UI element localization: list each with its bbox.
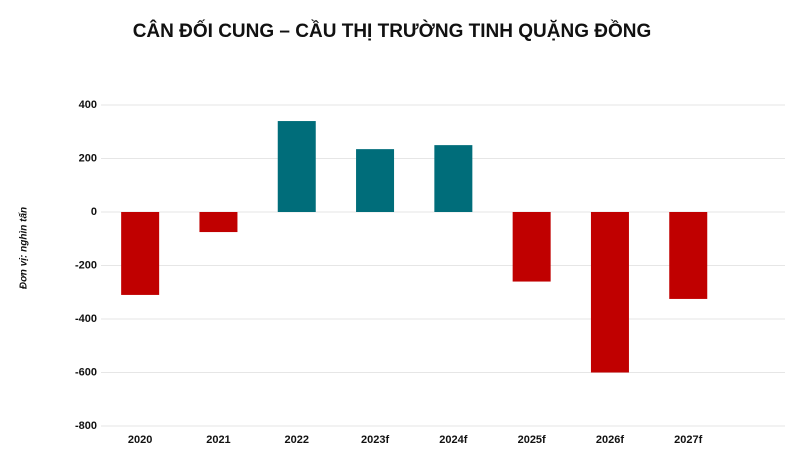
x-tick-label: 2021 [206,434,230,446]
bar [199,212,238,233]
bar [277,121,316,212]
bar [512,212,551,282]
y-tick-label: 400 [79,99,97,111]
y-tick-label: 200 [79,152,97,164]
x-tick-label: 2027f [674,434,702,446]
chart-title: CÂN ĐỐI CUNG – CẦU THỊ TRƯỜNG TINH QUẶNG… [133,20,652,42]
y-tick-label: -400 [75,313,97,325]
bar [590,212,629,373]
y-tick-label: -800 [75,420,97,432]
bar [669,212,708,299]
bar [356,149,395,212]
y-tick-label: -600 [75,366,97,378]
x-tick-label: 2020 [128,434,152,446]
bar [121,212,160,295]
x-tick-label: 2022 [285,434,309,446]
x-tick-label: 2026f [596,434,624,446]
x-tick-label: 2025f [518,434,546,446]
x-tick-label: 2024f [439,434,467,446]
y-tick-label: 0 [91,206,97,218]
x-tick-label: 2023f [361,434,389,446]
y-tick-label: -200 [75,259,97,271]
bar [434,145,473,212]
y-axis-label: Đơn vị: nghìn tấn [18,207,30,289]
